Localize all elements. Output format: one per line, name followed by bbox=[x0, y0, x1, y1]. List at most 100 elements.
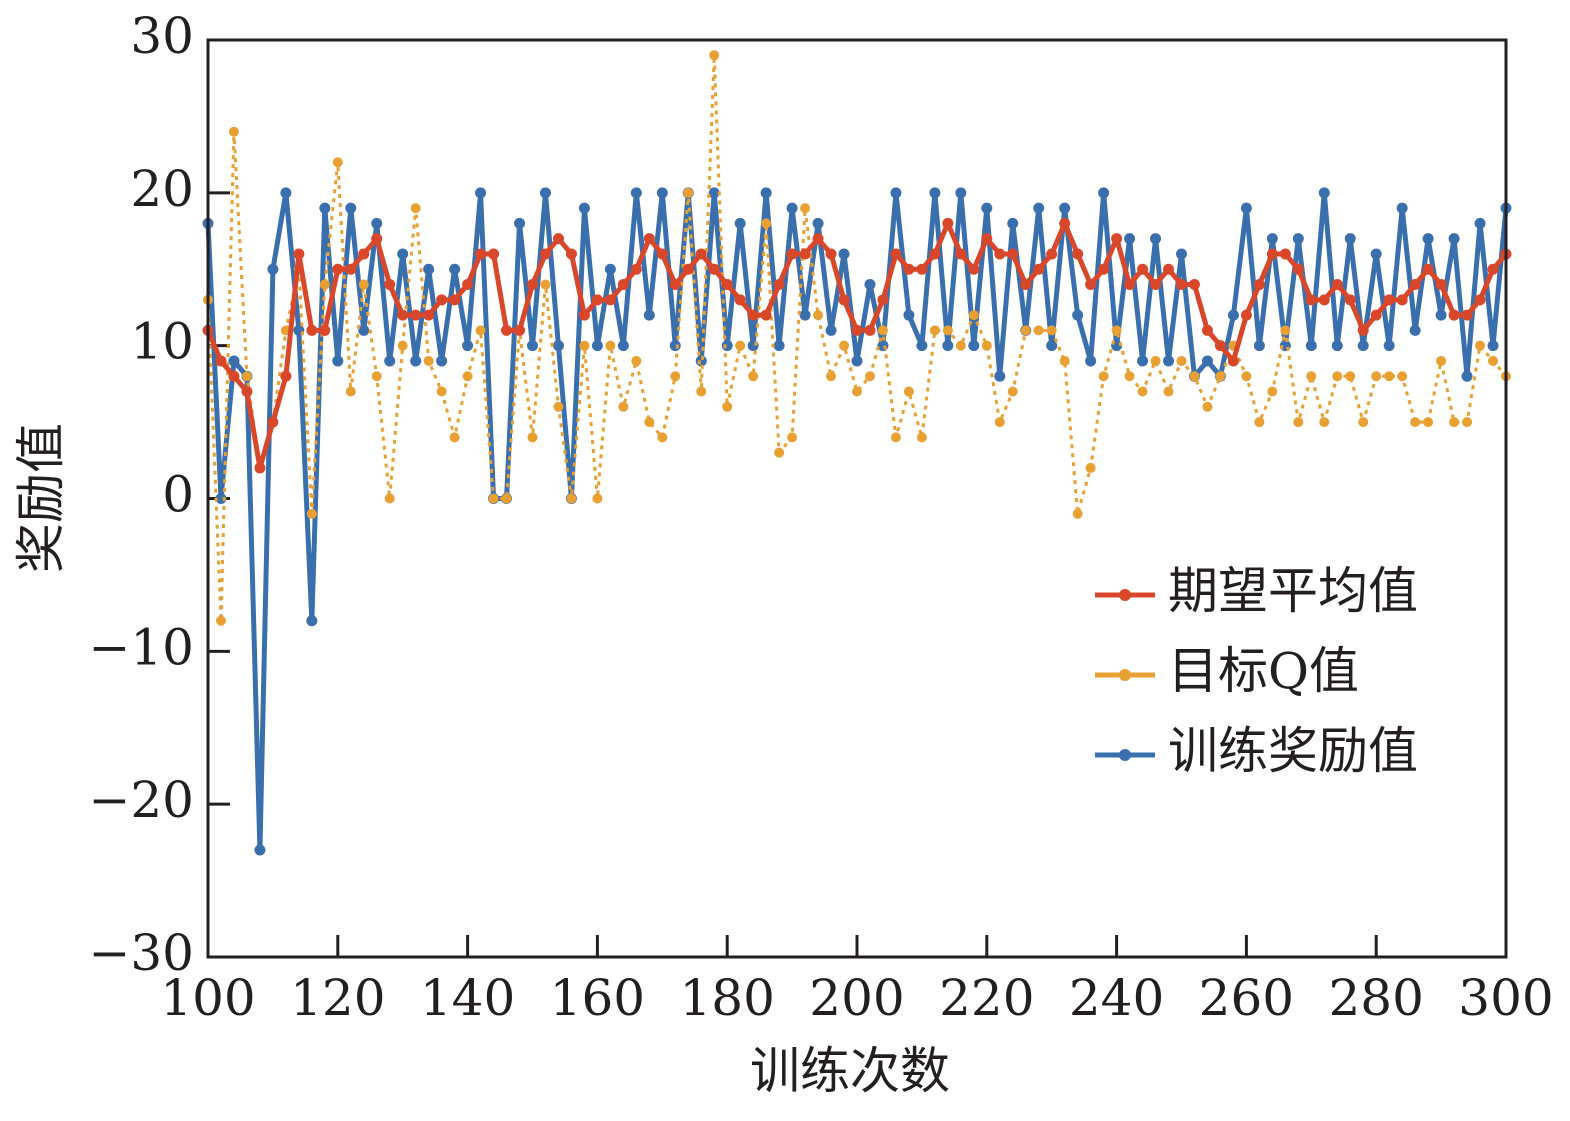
y-tick-label: 10 bbox=[130, 313, 194, 371]
point bbox=[670, 371, 681, 382]
point bbox=[475, 187, 487, 199]
point bbox=[657, 432, 668, 443]
point bbox=[994, 248, 1006, 260]
point bbox=[1163, 386, 1174, 397]
point bbox=[903, 386, 914, 397]
point bbox=[332, 355, 344, 367]
point bbox=[436, 386, 447, 397]
point bbox=[384, 355, 396, 367]
point bbox=[1085, 462, 1096, 473]
point bbox=[1007, 217, 1019, 229]
point bbox=[968, 310, 979, 321]
point bbox=[1331, 279, 1343, 291]
point bbox=[1241, 371, 1252, 382]
point bbox=[1033, 202, 1045, 214]
point bbox=[1137, 263, 1149, 275]
point bbox=[708, 263, 720, 275]
point bbox=[1176, 355, 1187, 366]
point bbox=[254, 844, 266, 856]
point bbox=[696, 386, 707, 397]
point bbox=[1449, 417, 1460, 428]
point bbox=[1214, 340, 1226, 352]
x-tick-label: 240 bbox=[1069, 969, 1164, 1027]
point bbox=[410, 203, 421, 214]
point bbox=[838, 248, 850, 260]
point bbox=[267, 263, 279, 275]
point bbox=[735, 340, 746, 351]
point bbox=[552, 340, 564, 352]
point bbox=[397, 340, 408, 351]
point bbox=[1124, 371, 1135, 382]
point bbox=[591, 294, 603, 306]
point bbox=[319, 202, 331, 214]
y-tick-label: −30 bbox=[88, 924, 194, 982]
point bbox=[1020, 279, 1032, 291]
point bbox=[1163, 355, 1175, 367]
x-tick-label: 120 bbox=[290, 969, 385, 1027]
point bbox=[942, 340, 954, 352]
point bbox=[241, 371, 252, 382]
point bbox=[1059, 217, 1071, 229]
point bbox=[708, 187, 720, 199]
point bbox=[786, 248, 798, 260]
point bbox=[501, 493, 512, 504]
point bbox=[1305, 294, 1317, 306]
point bbox=[1422, 233, 1434, 245]
point bbox=[1280, 325, 1291, 336]
point bbox=[644, 417, 655, 428]
point bbox=[877, 325, 888, 336]
point bbox=[643, 309, 655, 321]
point bbox=[578, 202, 590, 214]
point bbox=[1253, 340, 1265, 352]
legend-label: 训练奖励值 bbox=[1168, 722, 1418, 780]
point bbox=[1098, 187, 1110, 199]
point bbox=[1331, 340, 1343, 352]
point bbox=[1383, 340, 1395, 352]
point bbox=[1410, 417, 1421, 428]
point bbox=[1370, 248, 1382, 260]
point bbox=[851, 324, 863, 336]
point bbox=[566, 493, 577, 504]
point bbox=[384, 279, 396, 291]
point bbox=[1474, 294, 1486, 306]
point bbox=[319, 324, 331, 336]
point bbox=[903, 309, 915, 321]
point bbox=[722, 401, 733, 412]
point bbox=[306, 324, 318, 336]
point bbox=[1318, 294, 1330, 306]
point bbox=[890, 432, 901, 443]
point bbox=[630, 263, 642, 275]
point bbox=[1176, 279, 1187, 291]
point bbox=[1358, 417, 1369, 428]
point bbox=[1227, 355, 1239, 367]
legend-label: 期望平均值 bbox=[1168, 562, 1418, 620]
point bbox=[1292, 233, 1304, 245]
point bbox=[1150, 233, 1162, 245]
point bbox=[748, 371, 759, 382]
point bbox=[1111, 325, 1122, 336]
point bbox=[358, 324, 370, 336]
point bbox=[1436, 355, 1447, 366]
point bbox=[1305, 340, 1317, 352]
point bbox=[851, 355, 863, 367]
point bbox=[800, 203, 811, 214]
point bbox=[864, 324, 876, 336]
point bbox=[682, 263, 694, 275]
point bbox=[761, 218, 772, 229]
point bbox=[1279, 248, 1291, 260]
point bbox=[1448, 309, 1460, 321]
point bbox=[1007, 386, 1018, 397]
point bbox=[1085, 355, 1097, 367]
point bbox=[942, 325, 953, 336]
series bbox=[203, 50, 1511, 626]
point bbox=[1007, 248, 1019, 260]
point bbox=[1409, 279, 1421, 291]
point bbox=[617, 279, 629, 291]
point bbox=[916, 263, 928, 275]
point bbox=[1422, 263, 1434, 275]
point bbox=[747, 309, 759, 321]
point bbox=[1396, 294, 1408, 306]
point bbox=[592, 493, 603, 504]
point bbox=[916, 432, 927, 443]
legend-label: 目标Q值 bbox=[1168, 642, 1359, 700]
